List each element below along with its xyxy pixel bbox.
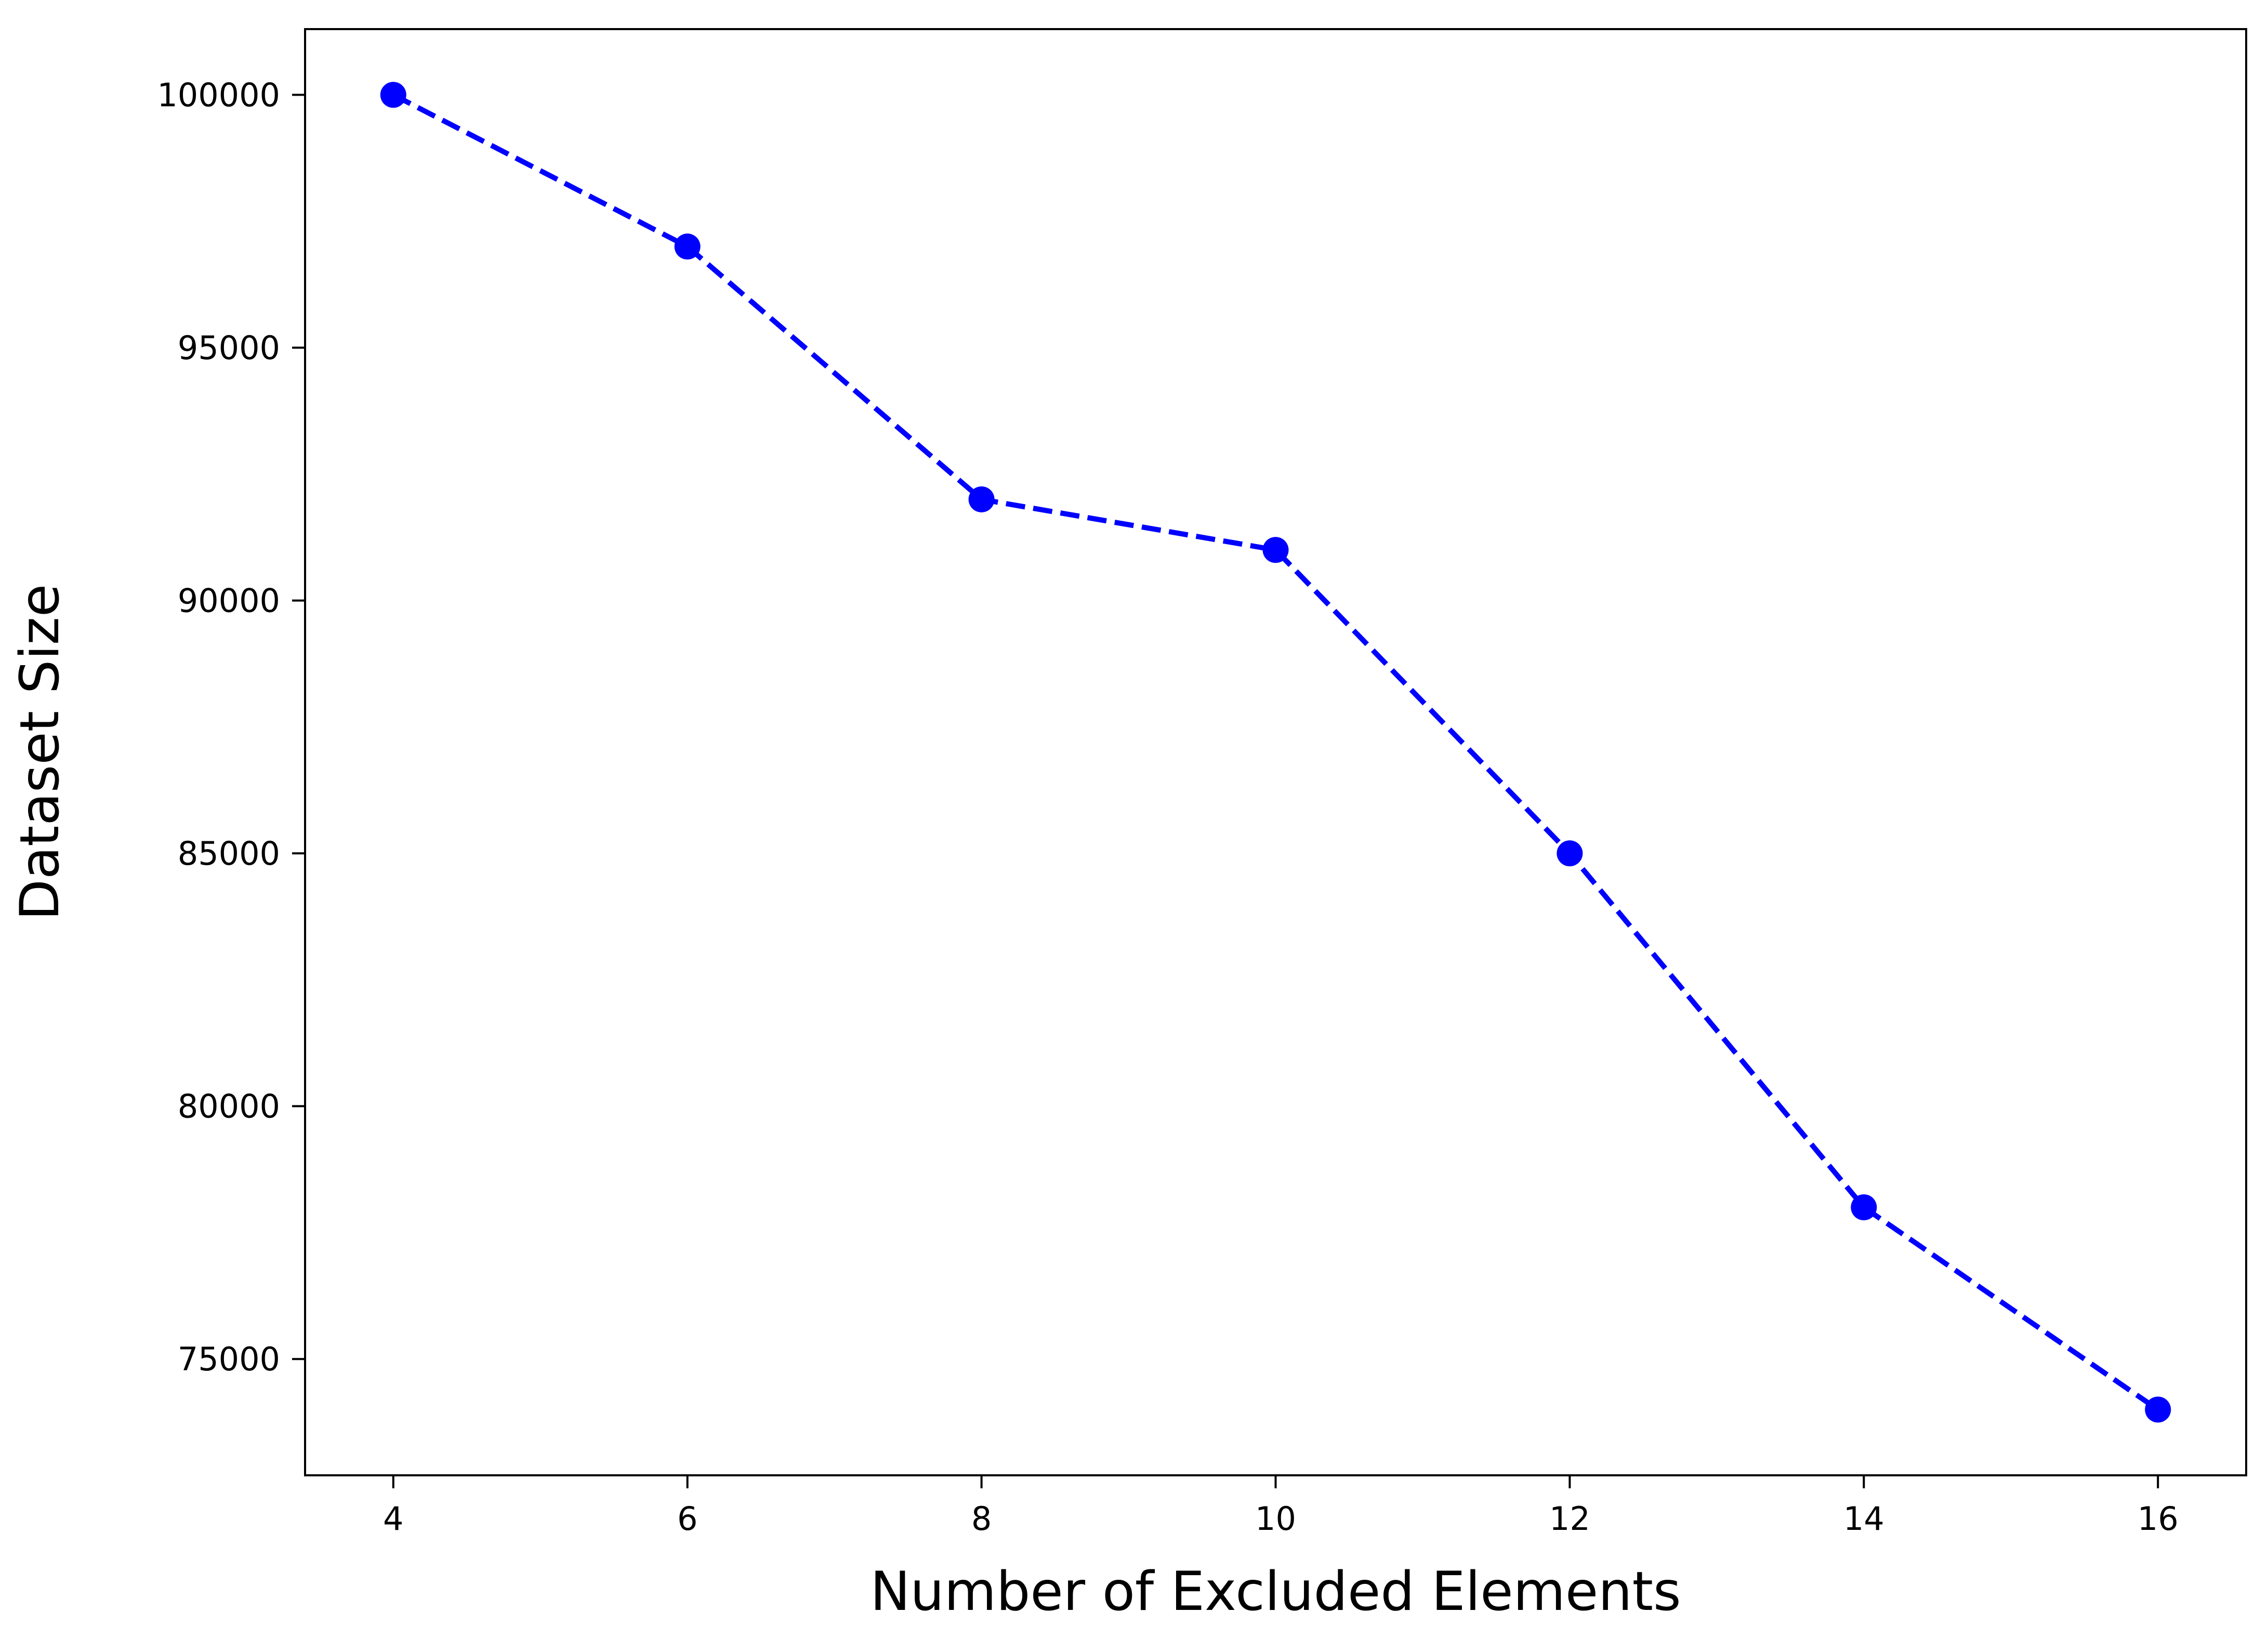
series-layer (380, 82, 2171, 1423)
data-point (380, 82, 406, 108)
x-tick-label: 6 (677, 1500, 697, 1538)
y-tick-label: 80000 (178, 1088, 280, 1126)
x-tick-label: 4 (383, 1500, 403, 1538)
x-axis-ticks: 4 6 8 10 12 14 16 (383, 1475, 2179, 1538)
y-axis-ticks: 75000 80000 85000 90000 95000 100000 (157, 76, 305, 1378)
plot-frame (304, 28, 2247, 1476)
x-tick-label: 16 (2138, 1500, 2179, 1538)
y-tick-label: 75000 (178, 1340, 280, 1378)
y-axis-label: Dataset Size (9, 584, 71, 921)
data-point (1851, 1194, 1877, 1221)
data-point (1557, 840, 1583, 867)
x-tick-label: 12 (1549, 1500, 1590, 1538)
x-tick-label: 10 (1255, 1500, 1296, 1538)
x-axis-label: Number of Excluded Elements (870, 1561, 1681, 1623)
data-point (2145, 1396, 2171, 1423)
x-tick-label: 14 (1843, 1500, 1884, 1538)
x-tick-label: 8 (971, 1500, 992, 1538)
data-point (674, 233, 701, 260)
data-point (1262, 537, 1289, 563)
y-tick-label: 95000 (178, 329, 280, 367)
y-tick-label: 85000 (178, 835, 280, 873)
plot-area (305, 29, 2246, 1475)
y-tick-label: 100000 (157, 76, 280, 114)
data-point (968, 486, 995, 512)
y-tick-label: 90000 (178, 582, 280, 620)
